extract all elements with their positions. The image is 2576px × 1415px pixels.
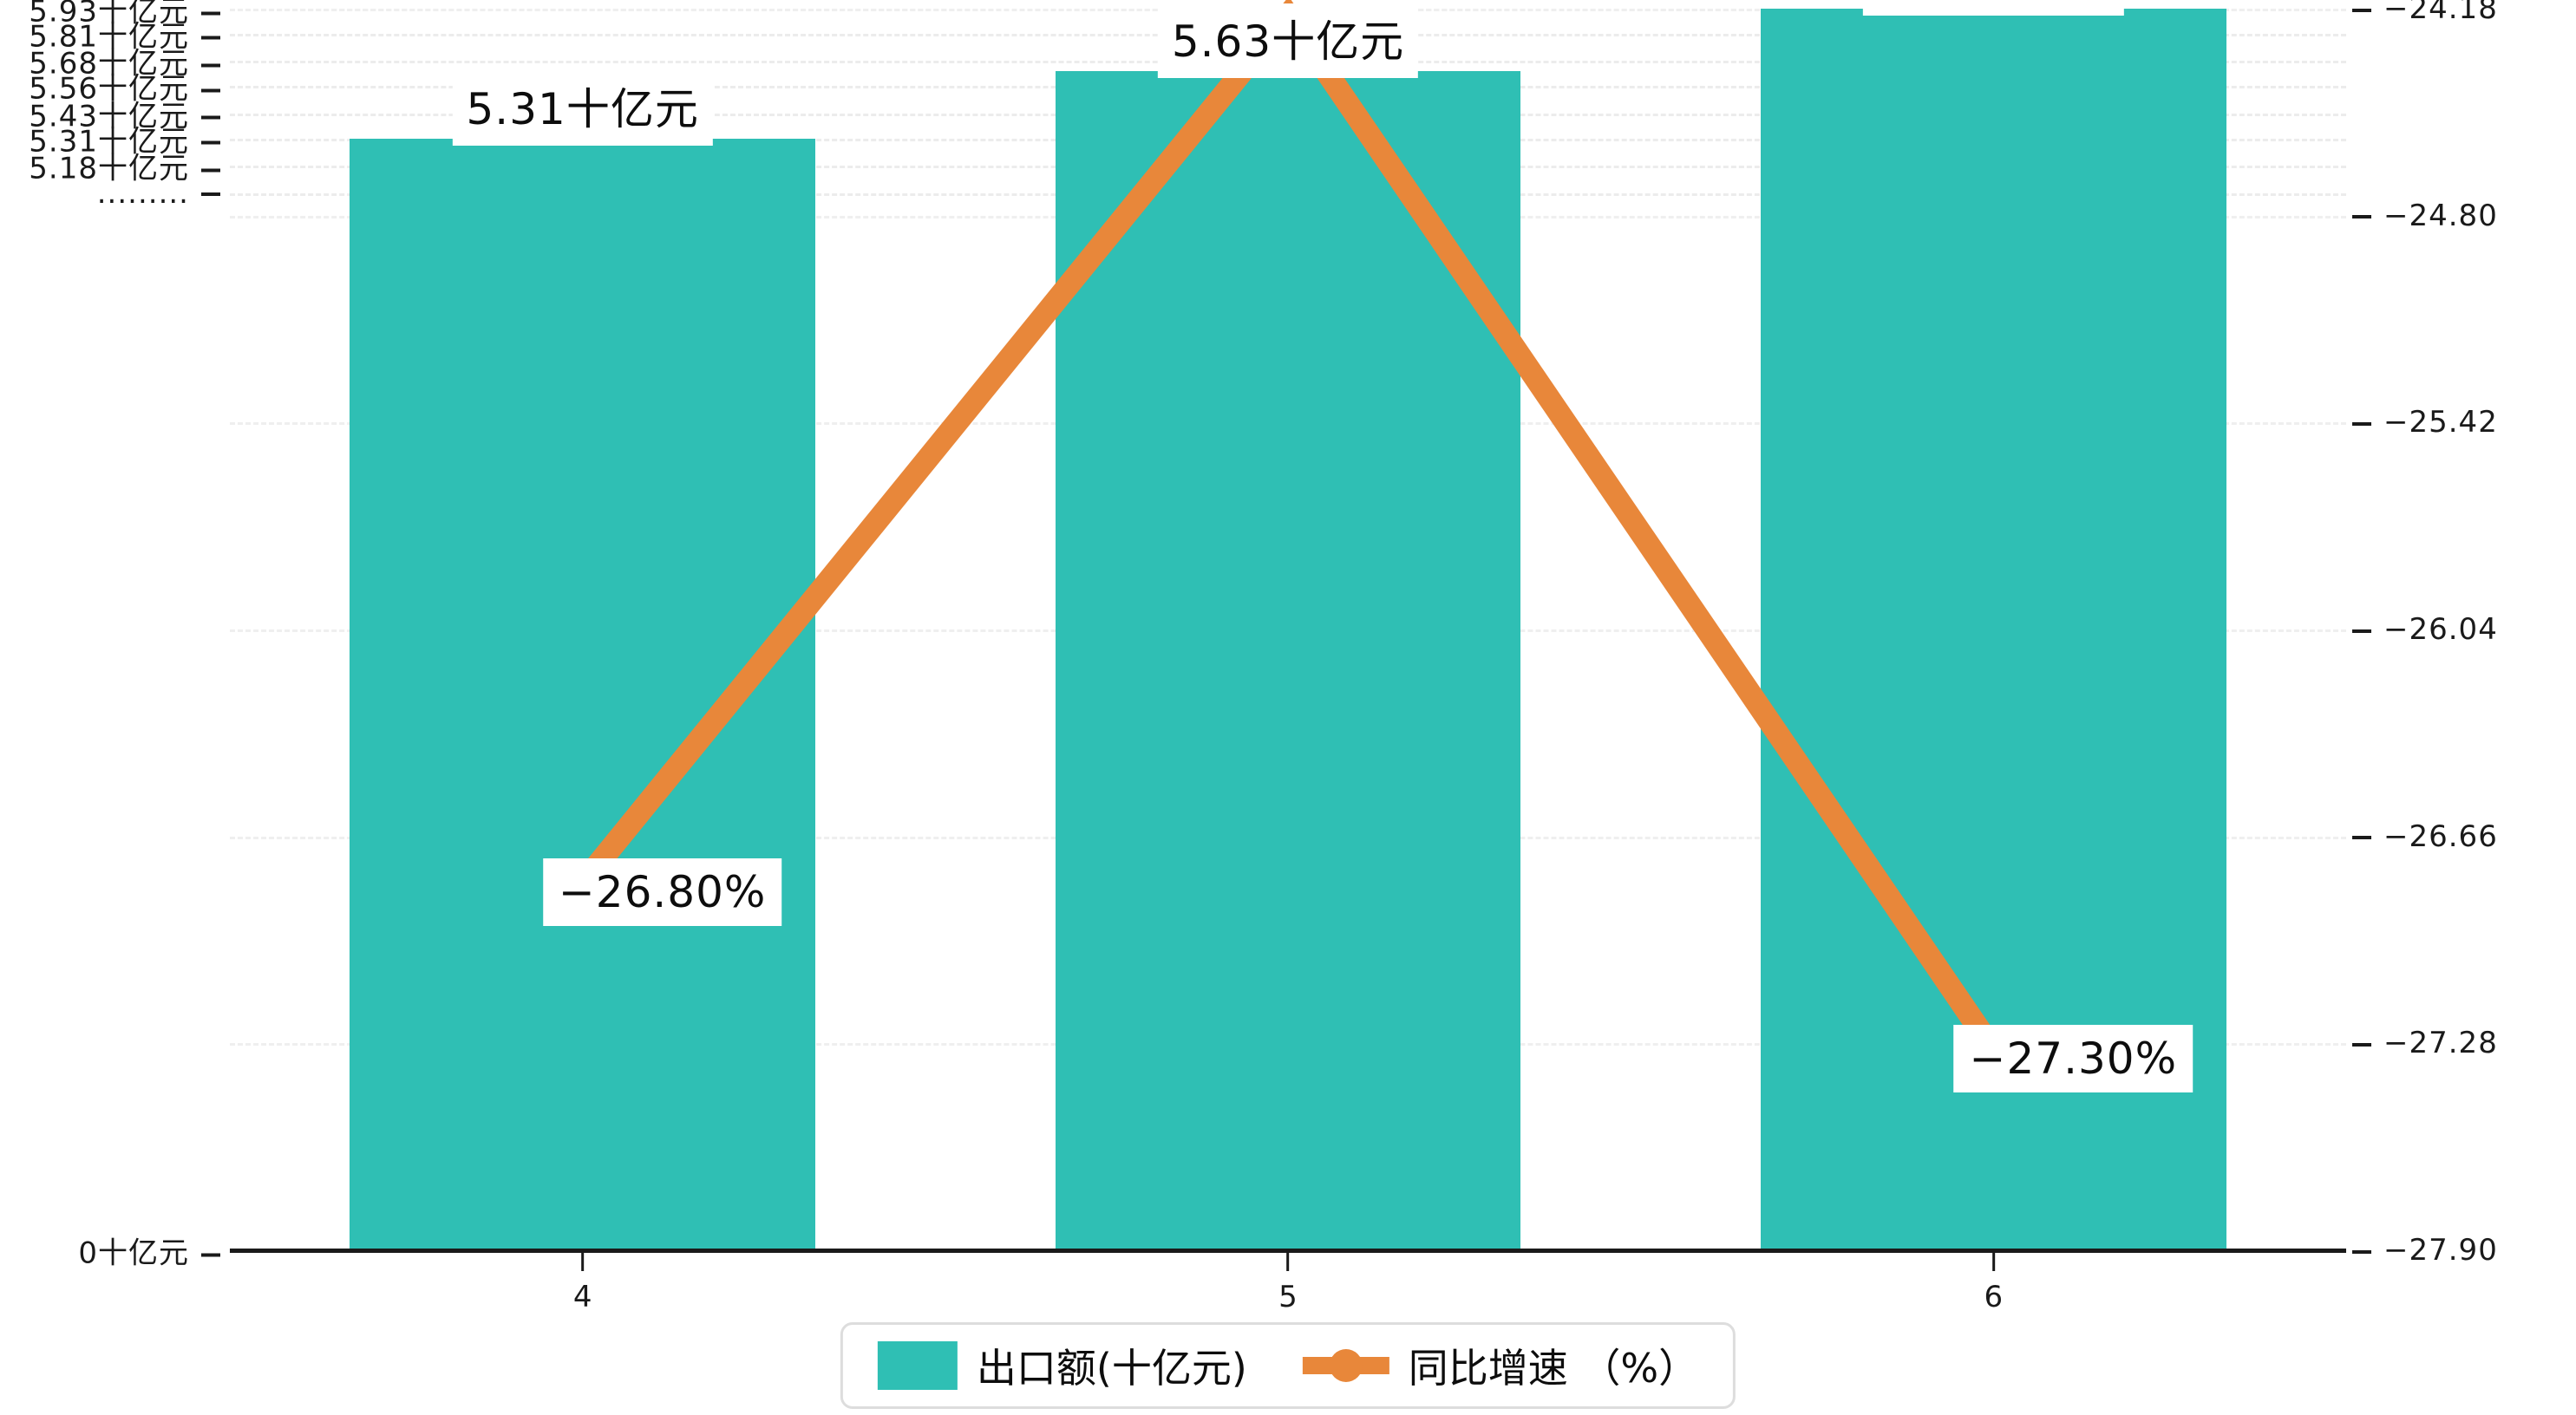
y-axis-left-tick-label: 5.43十亿元 bbox=[29, 99, 189, 134]
x-axis-tick-label: 6 bbox=[1984, 1280, 2004, 1314]
tick-dash-icon bbox=[2352, 1042, 2371, 1047]
y-axis-right-tick: −27.28 bbox=[2352, 1026, 2498, 1060]
tick-dash-icon bbox=[201, 1253, 220, 1256]
y-axis-right-tick: −27.90 bbox=[2352, 1233, 2498, 1268]
y-axis-left-tick: 5.81十亿元 bbox=[29, 12, 220, 55]
y-axis-left-tick-label: 5.56十亿元 bbox=[29, 71, 189, 107]
legend-label-growth-rate: 同比增速 （%） bbox=[1408, 1345, 1699, 1392]
y-axis-right-tick-label: −26.04 bbox=[2383, 612, 2498, 647]
y-axis-right-tick-label: −27.90 bbox=[2383, 1233, 2498, 1268]
y-axis-right-tick-label: −24.80 bbox=[2383, 198, 2498, 233]
tick-dash-icon bbox=[2352, 629, 2371, 633]
y-axis-left-tick-label: 5.31十亿元 bbox=[29, 124, 189, 160]
y-axis-left-tick: 0十亿元 bbox=[78, 1229, 220, 1272]
bar[interactable] bbox=[1055, 71, 1521, 1250]
x-tick-mark-icon bbox=[1286, 1249, 1290, 1271]
y-axis-left-tick: 5.93十亿元 bbox=[29, 0, 220, 30]
tick-dash-icon bbox=[201, 11, 220, 15]
legend-item-growth-rate[interactable]: 同比增速 （%） bbox=[1302, 1337, 1699, 1394]
tick-dash-icon bbox=[2352, 421, 2371, 426]
x-axis-tick: 6 bbox=[1984, 1249, 2004, 1314]
tick-dash-icon bbox=[2352, 836, 2371, 840]
y-axis-left-tick: 5.68十亿元 bbox=[29, 40, 220, 82]
line-value-label: −26.80% bbox=[542, 857, 782, 926]
y-axis-left-tick-label: 5.68十亿元 bbox=[29, 46, 189, 82]
bar-value-label: 5.31十亿元 bbox=[452, 70, 713, 146]
y-axis-left-tick-label: 5.93十亿元 bbox=[29, 0, 189, 29]
bar[interactable] bbox=[350, 138, 816, 1250]
tick-dash-icon bbox=[201, 192, 220, 196]
chart-legend[interactable]: 出口额(十亿元) 同比增速 （%） bbox=[840, 1322, 1736, 1409]
y-axis-left-tick: 5.18十亿元 bbox=[29, 145, 220, 187]
y-axis-right-tick: −26.66 bbox=[2352, 819, 2498, 854]
bar-swatch-icon bbox=[877, 1341, 958, 1390]
tick-dash-icon bbox=[2352, 215, 2371, 219]
x-axis-tick: 4 bbox=[573, 1249, 592, 1314]
bar-value-label: 5.93十亿元 bbox=[1863, 0, 2124, 16]
y-axis-left-tick-label: 0十亿元 bbox=[78, 1236, 189, 1271]
x-axis-tick: 5 bbox=[1278, 1249, 1298, 1314]
y-axis-left-tick: ......... bbox=[97, 176, 220, 211]
tick-dash-icon bbox=[201, 140, 220, 145]
x-tick-mark-icon bbox=[581, 1249, 585, 1271]
y-axis-right-tick-label: −24.18 bbox=[2383, 0, 2498, 26]
y-axis-left-tick-label: 5.81十亿元 bbox=[29, 19, 189, 55]
line-value-label: −27.30% bbox=[1953, 1025, 2194, 1093]
tick-dash-icon bbox=[2352, 8, 2371, 12]
y-axis-right-tick-label: −26.66 bbox=[2383, 818, 2498, 854]
y-axis-left-tick-label: 5.18十亿元 bbox=[29, 151, 189, 186]
y-axis-left-tick: 5.56十亿元 bbox=[29, 65, 220, 108]
y-axis-right-tick-label: −27.28 bbox=[2383, 1026, 2498, 1061]
bar-value-label: 5.63十亿元 bbox=[1157, 3, 1419, 79]
tick-dash-icon bbox=[201, 115, 220, 120]
legend-label-export-value: 出口额(十亿元) bbox=[976, 1345, 1247, 1392]
line-swatch-icon bbox=[1302, 1341, 1389, 1390]
y-axis-right-tick: −24.80 bbox=[2352, 199, 2498, 233]
y-axis-right-tick: −24.18 bbox=[2352, 0, 2498, 26]
x-axis-tick-label: 4 bbox=[572, 1280, 592, 1314]
y-axis-left-tick: 5.43十亿元 bbox=[29, 92, 220, 134]
y-axis-left-tick: 5.31十亿元 bbox=[29, 117, 220, 160]
y-axis-left-tick-label: ......... bbox=[96, 175, 189, 211]
y-axis-right-tick-label: −25.42 bbox=[2383, 405, 2498, 440]
y-axis-right-tick: −26.04 bbox=[2352, 612, 2498, 647]
x-tick-mark-icon bbox=[1991, 1249, 1995, 1271]
tick-dash-icon bbox=[201, 36, 220, 40]
x-axis-tick-label: 5 bbox=[1278, 1280, 1298, 1314]
y-axis-right-tick: −25.42 bbox=[2352, 405, 2498, 440]
tick-dash-icon bbox=[2352, 1249, 2371, 1254]
legend-item-export-value[interactable]: 出口额(十亿元) bbox=[877, 1337, 1247, 1394]
tick-dash-icon bbox=[201, 168, 220, 173]
tick-dash-icon bbox=[201, 88, 220, 93]
tick-dash-icon bbox=[201, 63, 220, 68]
